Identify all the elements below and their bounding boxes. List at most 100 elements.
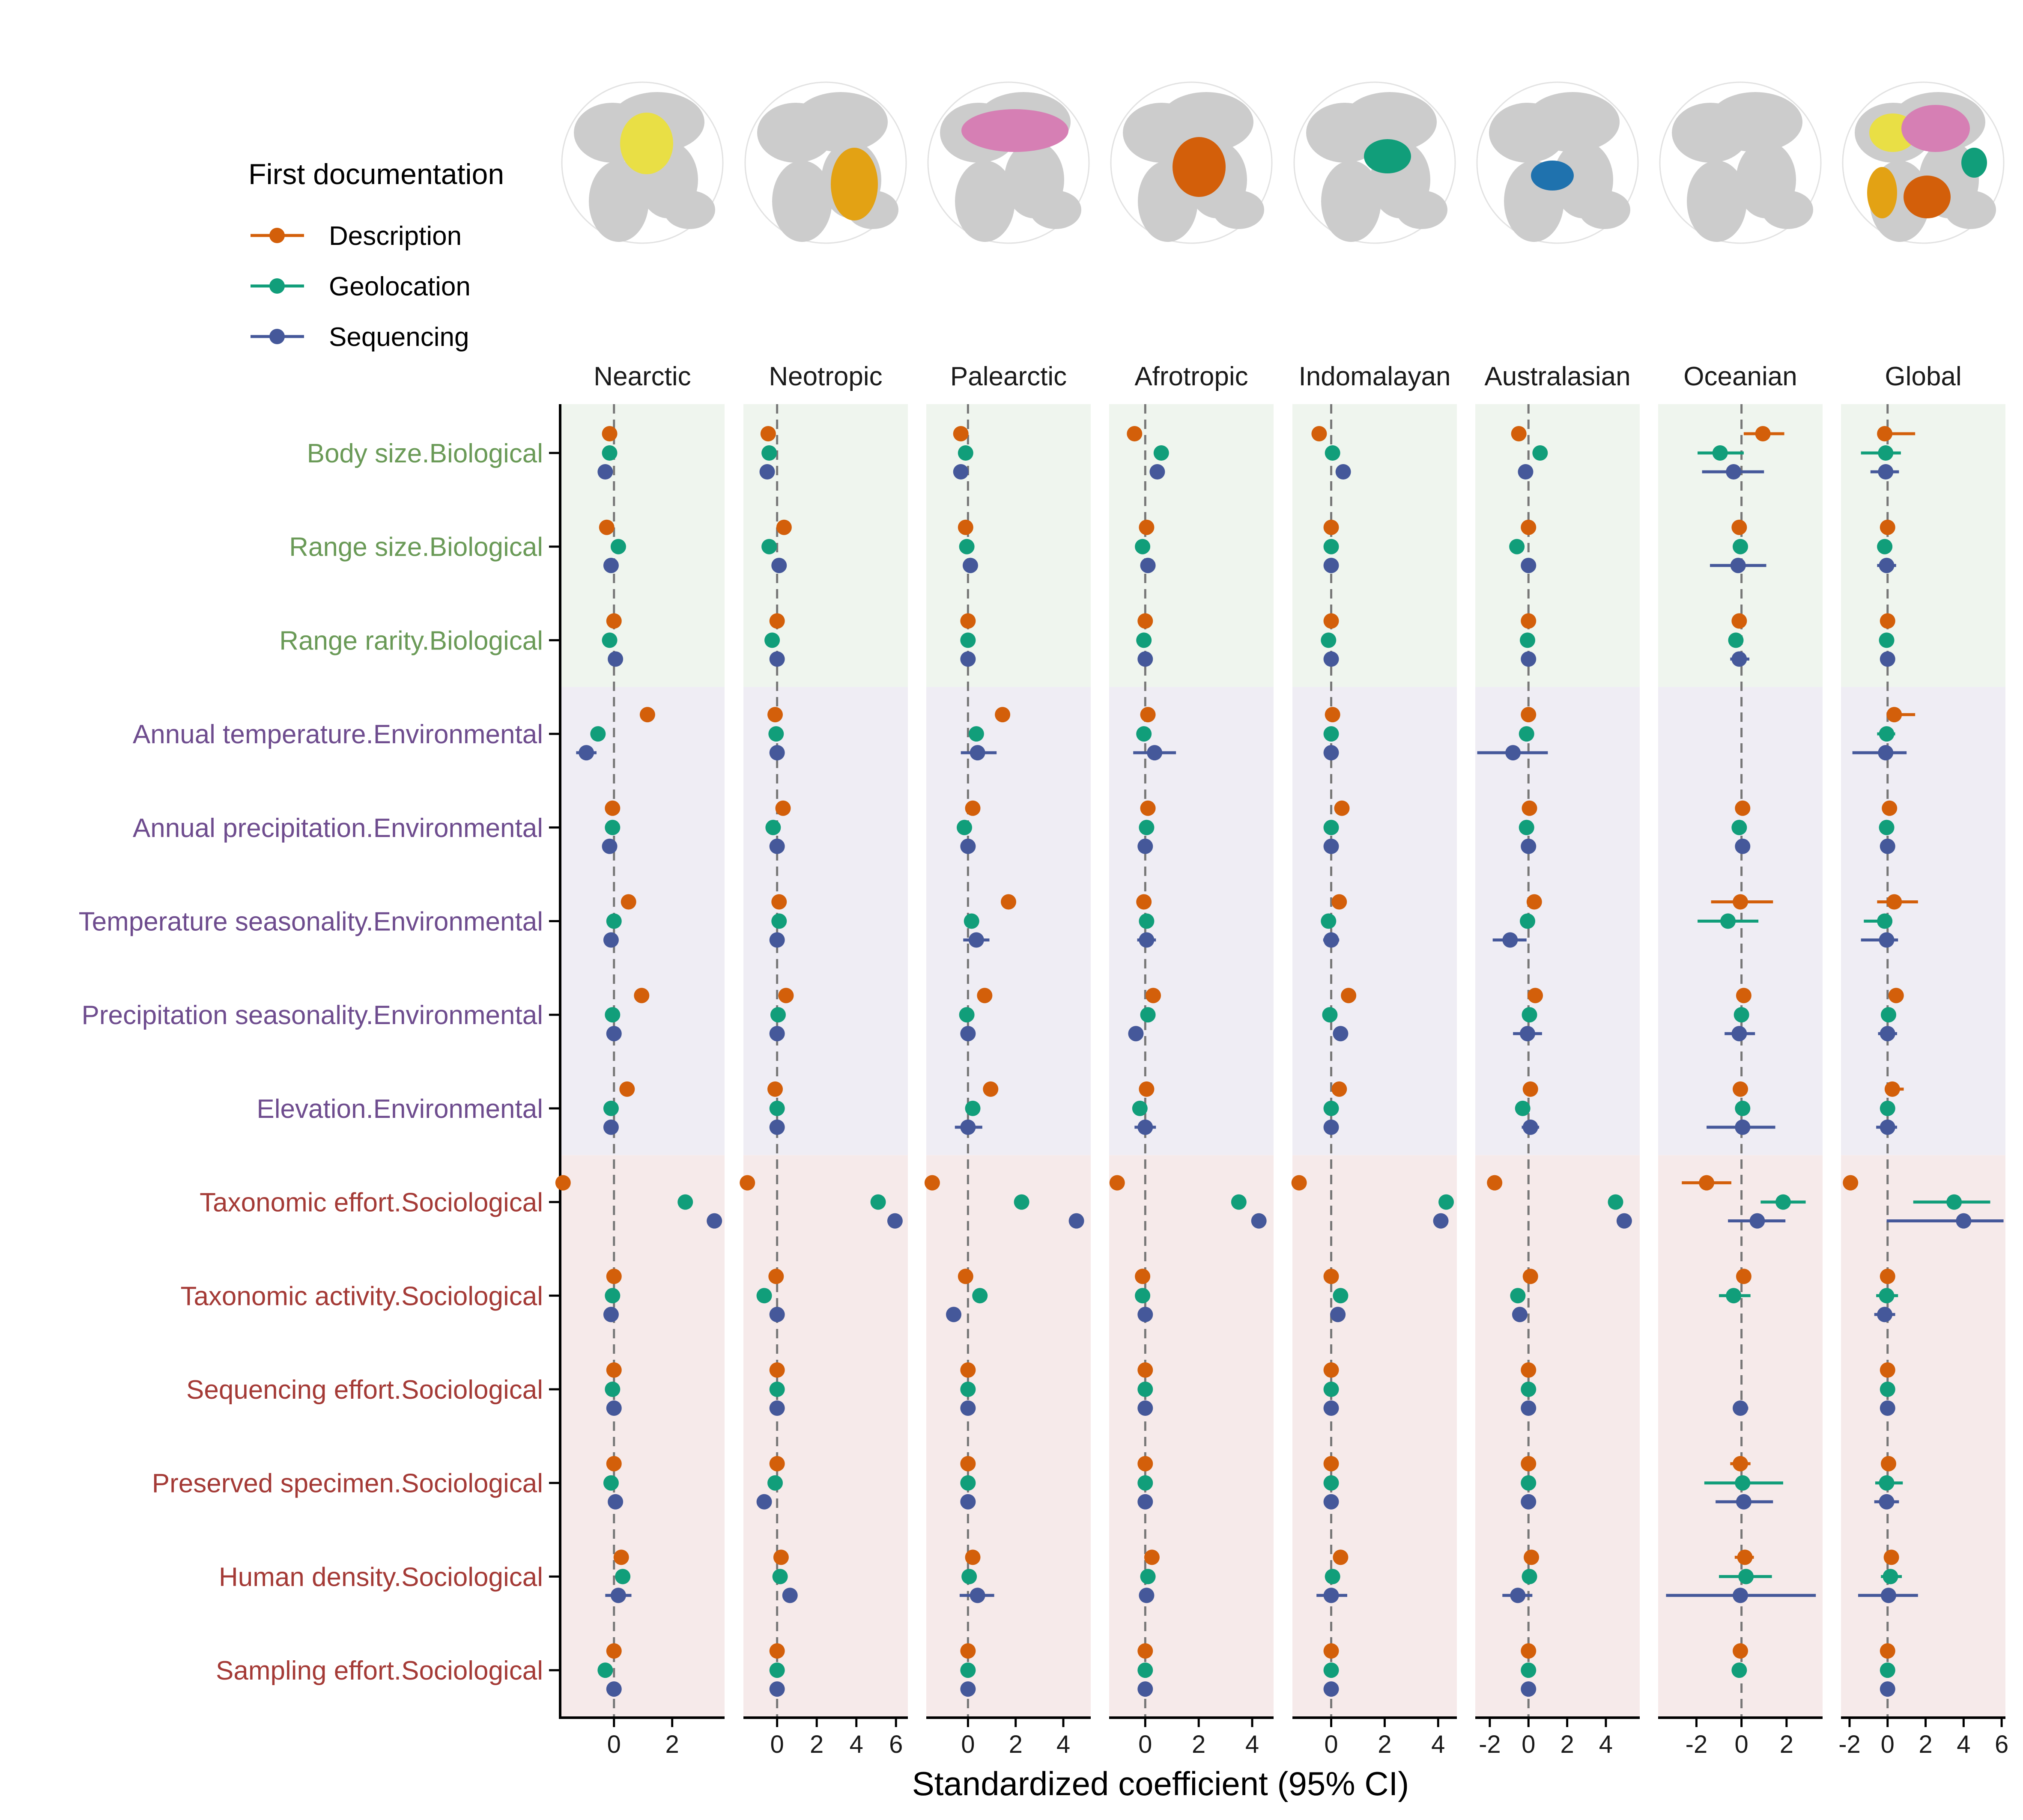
predictor-label-range-size-biological: Range size.Biological [289,533,543,562]
x-tick-label: 0 [607,1731,621,1758]
point-geolocation [1139,819,1155,835]
point-geolocation [1532,445,1548,461]
point-geolocation [1877,539,1893,554]
point-sequencing [1323,1119,1339,1135]
point-geolocation [1321,913,1337,929]
point-description [1733,1456,1748,1471]
point-geolocation [1323,1382,1339,1397]
point-description [1877,426,1893,441]
land-mass [955,161,1015,242]
point-description [1522,1081,1538,1097]
point-description [1735,800,1751,816]
point-sequencing [962,557,978,573]
band-environmental-palearctic [926,687,1091,1156]
point-sequencing [1333,1026,1349,1042]
point-sequencing [1749,1213,1765,1229]
point-description [776,519,792,535]
point-sequencing [1880,1026,1895,1042]
point-sequencing [707,1213,722,1229]
point-geolocation [602,632,618,648]
point-description [1736,1269,1751,1284]
point-sequencing [1323,1494,1339,1510]
point-description [1886,707,1902,723]
point-sequencing [1137,1400,1153,1416]
point-sequencing [1433,1213,1449,1229]
point-description [1137,1362,1153,1378]
strip-title-nearctic: Nearctic [594,362,691,391]
point-sequencing [1139,1588,1155,1603]
point-geolocation [1322,1007,1338,1023]
strip-title-afrotropic: Afrotropic [1134,362,1248,391]
point-description [1880,519,1895,535]
x-tick-label: 2 [1560,1731,1574,1758]
land-mass [664,191,715,229]
point-description [599,519,615,535]
point-description [1737,1549,1753,1565]
point-sequencing [1323,838,1339,854]
x-tick-label: 0 [1522,1731,1535,1758]
point-description [1521,613,1537,629]
strip-title-neotropic: Neotropic [769,362,882,391]
x-axis-afrotropic: 0 2 4 [1109,1716,1274,1758]
point-description [1880,613,1895,629]
point-sequencing [1880,1400,1895,1416]
band-environmental-afrotropic [1109,687,1274,1156]
point-description [958,1269,973,1284]
point-geolocation [605,1288,621,1304]
point-sequencing [1616,1213,1632,1229]
globe-palearctic [927,81,1090,244]
chart-marks [555,404,2004,1718]
point-geolocation [960,1475,976,1491]
point-sequencing [1502,932,1518,948]
legend-key-dot [269,329,285,344]
point-geolocation [1734,1007,1749,1023]
predictor-label-precipitation-seasonality-environmental: Precipitation seasonality.Environmental [81,1001,543,1030]
band-sociological-indomalayan [1292,1155,1457,1718]
point-geolocation [968,726,984,742]
point-geolocation [1140,1007,1156,1023]
point-sequencing [769,651,785,667]
point-description [778,988,794,1004]
point-description [1880,1362,1895,1378]
predictor-label-temperature-seasonality-environmental: Temperature seasonality.Environmental [79,907,543,937]
point-sequencing [1518,464,1534,480]
point-description [977,988,993,1004]
point-description [1109,1175,1125,1191]
x-tick-label: 4 [1599,1731,1613,1758]
land-mass [1213,191,1264,229]
point-sequencing [1521,838,1537,854]
point-geolocation [1728,632,1744,648]
point-geolocation [769,1382,785,1397]
point-description [773,1549,789,1565]
point-geolocation [1712,445,1728,461]
point-geolocation [1137,1662,1153,1678]
point-sequencing [1519,1026,1535,1042]
band-environmental-neotropic [743,687,908,1156]
point-geolocation [764,632,780,648]
region-highlight [1867,167,1897,218]
point-sequencing [606,1681,622,1697]
point-geolocation [960,1662,976,1678]
point-description [1521,1362,1537,1378]
point-description [1522,1269,1538,1284]
point-description [983,1081,999,1097]
point-geolocation [770,1007,786,1023]
x-tick-label: -2 [1838,1731,1861,1758]
point-geolocation [768,726,784,742]
point-sequencing [606,1400,622,1416]
point-description [1888,988,1904,1004]
point-description [965,1549,981,1565]
point-sequencing [1137,1494,1153,1510]
point-geolocation [606,913,622,929]
point-geolocation [1775,1194,1791,1210]
point-description [1731,613,1747,629]
band-environmental-australasian [1475,687,1640,1156]
x-tick-label: 0 [1881,1731,1895,1758]
point-sequencing [960,1494,976,1510]
point-sequencing [1137,1119,1153,1135]
point-sequencing [1137,1681,1153,1697]
globe-nearctic [561,81,724,244]
